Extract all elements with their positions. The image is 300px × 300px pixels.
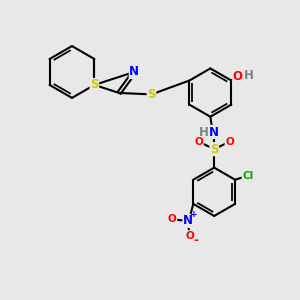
Text: H: H xyxy=(199,125,208,139)
Text: O: O xyxy=(233,70,243,83)
Text: S: S xyxy=(147,88,156,101)
Text: O: O xyxy=(168,214,177,224)
Text: N: N xyxy=(183,214,193,227)
Text: S: S xyxy=(90,78,99,92)
Text: S: S xyxy=(210,142,218,156)
Text: -: - xyxy=(194,235,198,248)
Text: O: O xyxy=(194,137,203,147)
Text: O: O xyxy=(225,137,234,147)
Text: +: + xyxy=(190,210,198,219)
Text: O: O xyxy=(185,231,194,241)
Text: N: N xyxy=(129,65,139,79)
Text: H: H xyxy=(244,69,254,82)
Text: Cl: Cl xyxy=(242,171,254,181)
Text: N: N xyxy=(209,125,219,139)
